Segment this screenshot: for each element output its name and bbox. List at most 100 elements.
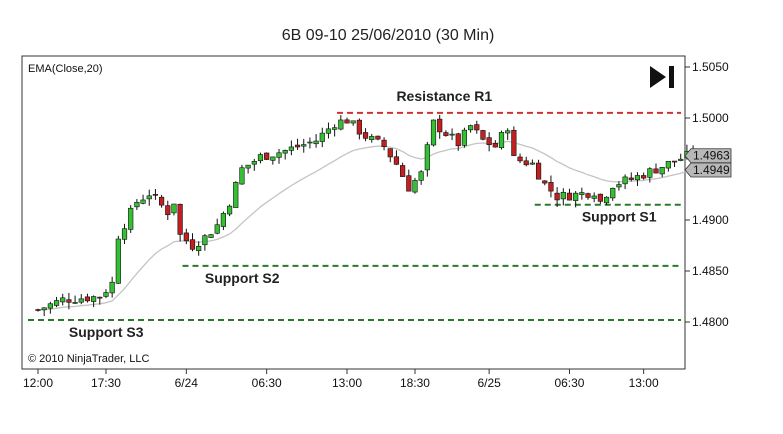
candle-body [325,128,332,134]
candle [591,192,597,203]
x-tick-label: 18:30 [400,376,430,390]
candle-body [498,132,505,149]
price-label: 1.4963 [684,148,732,164]
candle [332,124,338,137]
candle-body [189,239,196,250]
candle-body [400,165,406,177]
candle [35,308,41,312]
candle [369,133,375,143]
candle [245,164,251,174]
candle-body [560,192,566,200]
candle [542,180,548,186]
candle [665,160,671,172]
x-tick-label: 6/25 [477,376,501,390]
level-label: Support S2 [205,270,280,286]
candle [418,170,424,185]
candle [387,148,393,163]
chart-title: 6B 09-10 25/06/2010 (30 Min) [282,27,495,44]
candle-body [264,152,270,160]
x-tick-label: 12:00 [23,376,53,390]
candle-body [72,302,78,304]
candle-body [84,296,91,302]
candle-body [115,238,121,284]
candle [294,138,301,150]
ema-line [37,140,700,311]
candle [91,295,97,308]
candle [622,174,628,190]
candle [375,135,381,141]
candle-body [78,298,84,303]
y-tick-label: 1.4900 [692,213,729,227]
candle-body [418,171,424,181]
candle-body [183,232,189,242]
candle [189,233,196,252]
candle-body [226,205,233,215]
candle-body [554,192,560,201]
candle-body [128,207,134,230]
candle [134,199,140,210]
candle-body [60,297,66,303]
candle-body [66,299,72,303]
candle-body [511,129,517,156]
candle-body [356,119,362,135]
candle-body [523,160,529,166]
candle [47,301,53,314]
candle-body [597,193,603,202]
candle [474,120,480,134]
candle [319,127,325,148]
candle-body [641,175,647,179]
candle [579,187,585,200]
candle-body [542,180,548,184]
candle-body [443,132,449,136]
candle [671,160,678,168]
candle [233,181,239,208]
candle [362,128,369,142]
candle [610,187,616,201]
candle [597,193,603,204]
candle [270,156,276,165]
candle-body [202,235,208,246]
candle-body [430,119,437,146]
candle-body [140,199,146,204]
candle [208,234,214,238]
level-label: Support S3 [69,324,144,340]
candle [455,132,461,151]
candle [128,205,134,233]
candle-body [634,175,641,181]
candle [115,235,121,284]
candle-body [41,307,47,311]
candle-body [671,160,678,163]
candle-body [579,192,585,195]
candle-body [35,309,41,311]
candle-body [134,201,140,208]
indicator-label: EMA(Close,20) [28,63,103,75]
candle [437,114,443,139]
candle-body [622,176,628,185]
candle-body [239,167,245,185]
candle-body [220,213,227,227]
candle-body [103,292,109,297]
candle-body [47,303,53,309]
x-tick-label: 06:30 [554,376,584,390]
candle [511,126,517,156]
candle [239,164,245,185]
candle-body [455,133,461,147]
candle [356,118,362,140]
candle [573,191,579,208]
candle-body [276,152,282,158]
candle [264,152,270,161]
candle [152,189,159,200]
candle-body [535,162,542,180]
candle-body [393,156,400,165]
candle-body [659,167,665,175]
candle [492,140,498,148]
candle [165,200,171,221]
price-label-box [684,148,732,164]
candle-body [332,127,338,130]
candle [480,129,486,141]
play-end-icon[interactable] [650,66,674,88]
candle [350,120,356,126]
candle-body [171,203,177,214]
candle-body [196,245,202,252]
